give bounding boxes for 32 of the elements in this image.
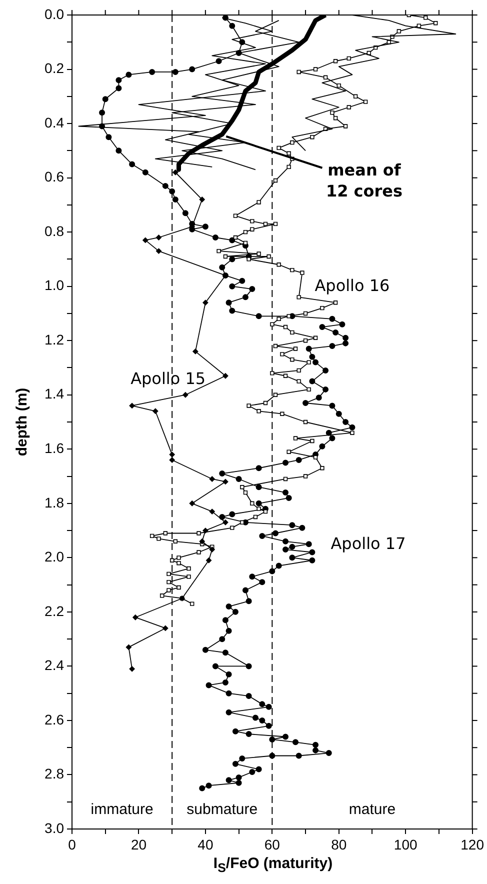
series-label: Apollo 16	[314, 276, 390, 296]
y-axis-title: depth (m)	[14, 388, 30, 456]
y-tick-label: 0.4	[44, 114, 64, 130]
x-tick-label: 80	[331, 836, 347, 852]
x-tick-label: 60	[264, 836, 280, 852]
x-tick-label: 100	[394, 836, 418, 852]
x-tick-label: 20	[130, 836, 147, 852]
y-tick-label: 2.0	[44, 548, 64, 565]
annotation: mature	[348, 801, 396, 818]
series-label: Apollo 17	[330, 534, 406, 554]
y-tick-label: 0.8	[44, 222, 64, 239]
y-tick-label: 1.8	[44, 494, 64, 510]
y-tick-label: 1.0	[44, 277, 64, 294]
y-tick-label: 1.6	[44, 440, 64, 456]
y-tick-label: 0.2	[44, 60, 64, 76]
y-tick-label: 2.2	[44, 602, 64, 619]
x-tick-label: 0	[68, 836, 76, 852]
y-tick-label: 2.6	[44, 711, 64, 728]
x-tick-label: 120	[460, 836, 484, 852]
y-tick-label: 2.8	[44, 766, 64, 782]
y-tick-label: 0.6	[44, 168, 64, 185]
series-label: Apollo 15	[130, 368, 206, 388]
text: mean of 12 cores	[326, 160, 403, 201]
y-tick-label: 3.0	[44, 820, 64, 836]
y-tick-label: 0.0	[44, 6, 64, 22]
y-tick-label: 1.4	[44, 386, 64, 402]
annotation: immature	[90, 801, 154, 818]
y-tick-label: 1.2	[44, 331, 64, 348]
x-tick-label: 40	[198, 836, 214, 852]
y-tick-label: 2.4	[44, 657, 64, 674]
annotation: submature	[186, 801, 258, 818]
x-axis-title: I$_{S}$/FeO (maturity)	[212, 855, 334, 875]
